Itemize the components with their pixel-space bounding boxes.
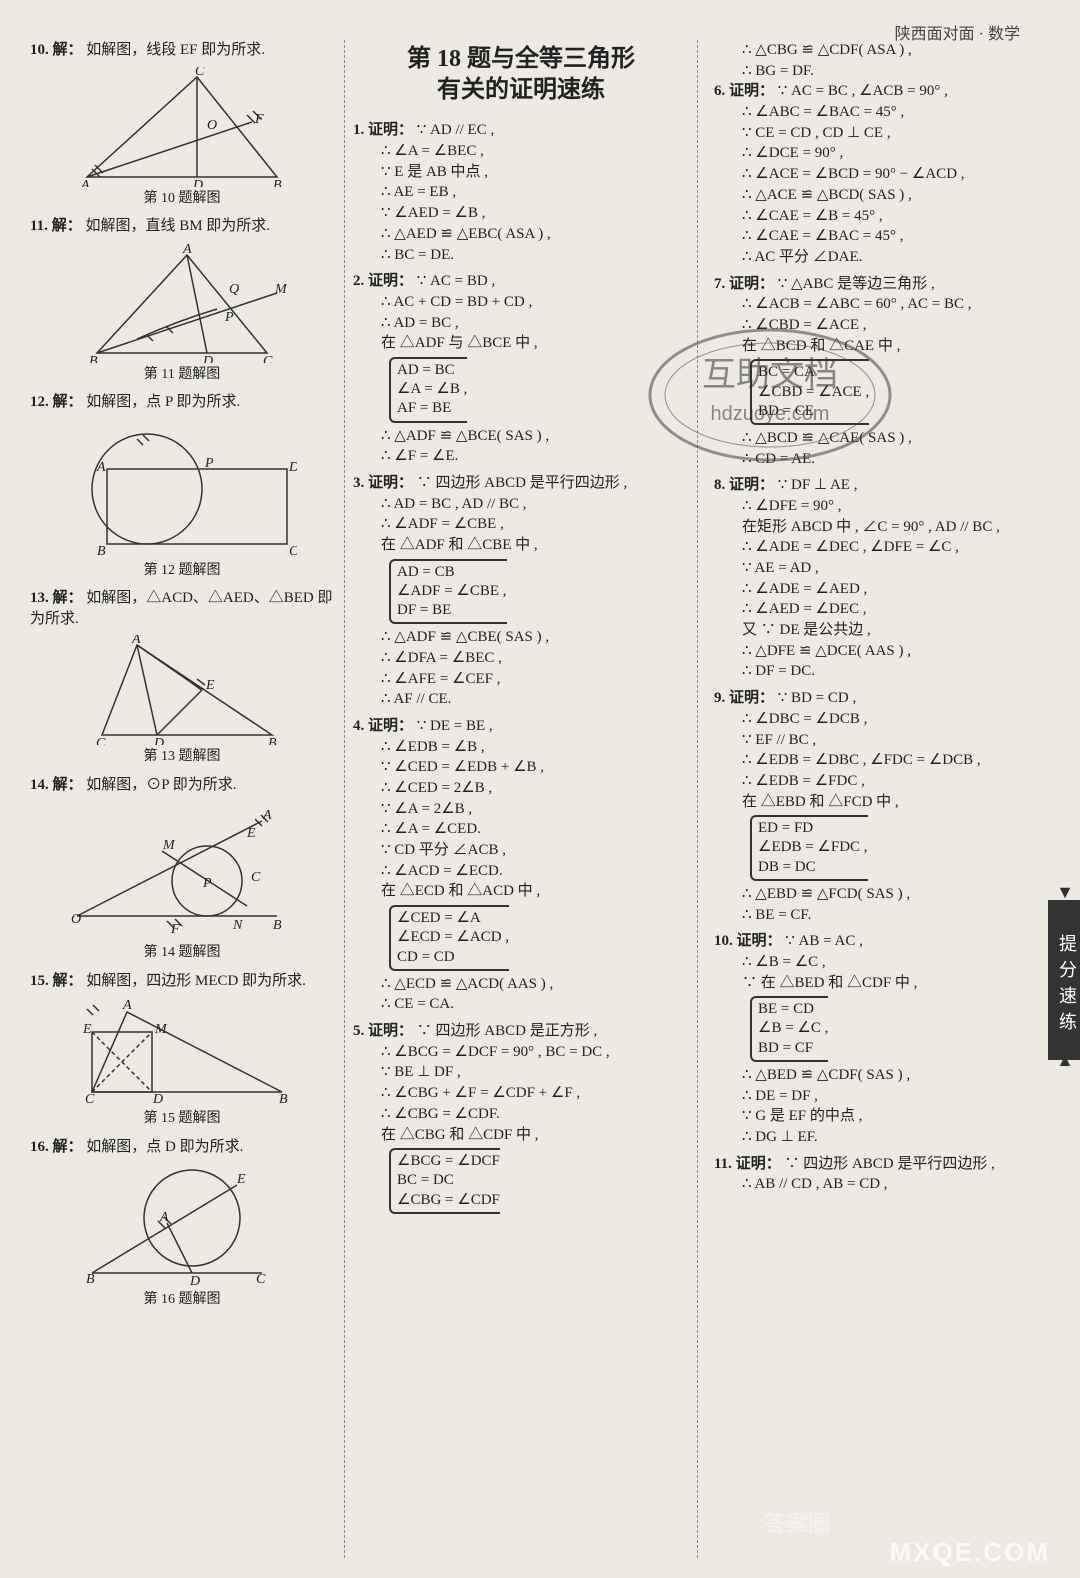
svg-text:B: B	[273, 918, 282, 933]
svg-text:C: C	[96, 736, 106, 745]
svg-text:M: M	[154, 1022, 168, 1037]
svg-text:D: D	[192, 178, 203, 187]
site-watermark: MXQE.COM	[890, 1537, 1050, 1568]
svg-text:O: O	[71, 912, 81, 927]
brace-3: AD = CB ∠ADF = ∠CBE , DF = BE	[389, 559, 507, 625]
svg-text:F: F	[254, 112, 264, 127]
m1: 1. 证明： ∵ AD // EC , ∴ ∠A = ∠BEC , ∵ E 是 …	[353, 120, 689, 265]
svg-text:O: O	[207, 118, 217, 133]
svg-text:C: C	[256, 1272, 266, 1287]
svg-text:F: F	[170, 922, 180, 937]
q10-text: 如解图，线段 EF 即为所求.	[86, 42, 265, 58]
brace-7: BC = CA ∠CBD = ∠ACE , BD = CE	[750, 359, 869, 425]
col-mid: 第 18 题与全等三角形 有关的证明速练 1. 证明： ∵ AD // EC ,…	[344, 40, 698, 1558]
svg-text:M: M	[274, 282, 287, 297]
r11: 11. 证明： ∵ 四边形 ABCD 是平行四边形 , ∴ AB // CD ,…	[714, 1154, 1050, 1195]
svg-text:N: N	[232, 918, 243, 933]
q13: 13. 解： 如解图，△ACD、△AED、△BED 即为所求.	[30, 588, 334, 629]
svg-text:A: A	[182, 243, 192, 257]
q15: 15. 解： 如解图，四边形 MECD 即为所求.	[30, 971, 334, 992]
svg-text:B: B	[97, 544, 106, 559]
fig13: A C D B E	[82, 635, 282, 745]
svg-text:A: A	[96, 460, 106, 475]
svg-text:C: C	[85, 1092, 95, 1107]
svg-text:B: B	[268, 736, 277, 745]
fig16: B C D A E	[82, 1163, 282, 1288]
col-left: 10. 解： 如解图，线段 EF 即为所求. A D B C F O 第 10 题解图	[30, 40, 334, 1558]
svg-text:E: E	[205, 678, 215, 693]
m4: 4. 证明： ∵ DE = BE , ∴ ∠EDB = ∠B , ∵ ∠CED …	[353, 716, 689, 1015]
svg-text:A: A	[159, 1210, 169, 1225]
page: 陕西面对面 · 数学 提分速练 10. 解： 如解图，线段 EF 即为所求. A…	[0, 0, 1080, 1578]
r9: 9. 证明： ∵ BD = CD , ∴ ∠DBC = ∠DCB , ∵ EF …	[714, 688, 1050, 925]
r7: 7. 证明： ∵ △ABC 是等边三角形 , ∴ ∠ACB = ∠ABC = 6…	[714, 274, 1050, 470]
side-tab: 提分速练	[1048, 900, 1080, 1060]
svg-text:E: E	[236, 1172, 246, 1187]
svg-text:B: B	[273, 178, 282, 187]
fig11: B D C A M QP	[77, 243, 287, 363]
svg-text:B: B	[279, 1092, 288, 1107]
svg-text:C: C	[251, 870, 261, 885]
svg-text:P: P	[224, 310, 234, 325]
svg-text:A: A	[122, 998, 132, 1013]
q10-num: 10.	[30, 42, 49, 58]
svg-text:C: C	[289, 544, 297, 559]
svg-text:A: A	[131, 635, 141, 647]
svg-text:M: M	[162, 838, 176, 853]
svg-text:D: D	[202, 354, 213, 363]
svg-text:P: P	[202, 876, 212, 891]
svg-text:E: E	[82, 1022, 92, 1037]
svg-text:B: B	[89, 354, 98, 363]
svg-text:E: E	[246, 826, 256, 841]
r6: 6. 证明： ∵ AC = BC , ∠ACB = 90° , ∴ ∠ABC =…	[714, 81, 1050, 267]
brace-5: ∠BCG = ∠DCF BC = DC ∠CBG = ∠CDF	[389, 1148, 500, 1214]
svg-text:D: D	[153, 736, 164, 745]
q14: 14. 解： 如解图，⊙P 即为所求.	[30, 775, 334, 796]
q10-label: 解：	[53, 42, 83, 58]
fig10-cap: 第 10 题解图	[30, 189, 334, 208]
brace-10: BE = CD ∠B = ∠C , BD = CF	[750, 996, 828, 1062]
brace-2: AD = BC ∠A = ∠B , AF = BE	[389, 357, 467, 423]
r10: 10. 证明： ∵ AB = AC , ∴ ∠B = ∠C , ∵ 在 △BED…	[714, 931, 1050, 1147]
r8: 8. 证明： ∵ DF ⊥ AE , ∴ ∠DFE = 90° , 在矩形 AB…	[714, 475, 1050, 682]
svg-text:A: A	[262, 808, 272, 823]
m3: 3. 证明： ∵ 四边形 ABCD 是平行四边形 , ∴ AD = BC , A…	[353, 473, 689, 710]
m2: 2. 证明： ∵ AC = BD , ∴ AC + CD = BD + CD ,…	[353, 271, 689, 467]
section-title: 第 18 题与全等三角形 有关的证明速练	[353, 44, 689, 106]
brace-9: ED = FD ∠EDB = ∠FDC , DB = DC	[750, 815, 868, 881]
answer-watermark: 答案圈	[764, 1506, 830, 1538]
svg-text:D: D	[152, 1092, 163, 1107]
svg-text:P: P	[204, 456, 214, 471]
brace-4: ∠CED = ∠A ∠ECD = ∠ACD , CD = CD	[389, 905, 509, 971]
svg-text:A: A	[80, 178, 90, 187]
fig12: A D B C P	[67, 419, 297, 559]
q12: 12. 解： 如解图，点 P 即为所求.	[30, 392, 334, 413]
q10: 10. 解： 如解图，线段 EF 即为所求.	[30, 40, 334, 61]
fig10: A D B C F O	[77, 67, 287, 187]
svg-text:Q: Q	[229, 282, 239, 297]
svg-text:D: D	[189, 1274, 200, 1288]
q11: 11. 解： 如解图，直线 BM 即为所求.	[30, 216, 334, 237]
columns: 10. 解： 如解图，线段 EF 即为所求. A D B C F O 第 10 题解图	[30, 40, 1050, 1558]
svg-text:C: C	[195, 67, 205, 79]
m5: 5. 证明： ∵ 四边形 ABCD 是正方形 , ∴ ∠BCG = ∠DCF =…	[353, 1021, 689, 1217]
col-right: ∴ △CBG ≌ △CDF( ASA ) , ∴ BG = DF. 6. 证明：…	[708, 40, 1050, 1558]
fig15: A E M C D B	[67, 997, 297, 1107]
svg-text:B: B	[86, 1272, 95, 1287]
q16: 16. 解： 如解图，点 D 即为所求.	[30, 1137, 334, 1158]
svg-text:D: D	[288, 460, 297, 475]
fig14: O AE M C P F N B	[67, 801, 297, 941]
svg-text:C: C	[263, 354, 273, 363]
